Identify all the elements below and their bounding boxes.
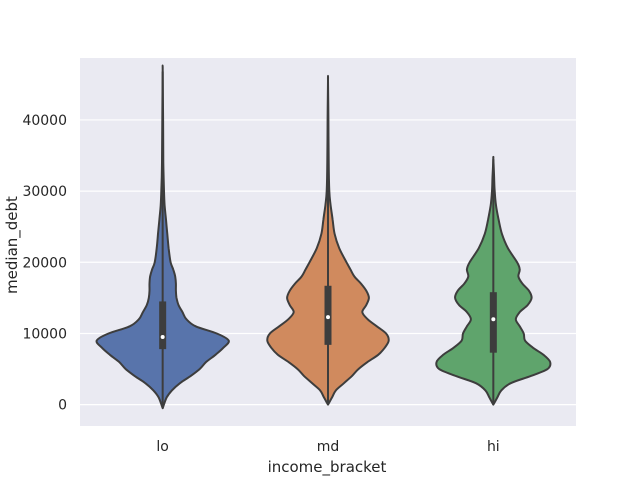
violin-median-marker	[326, 315, 330, 320]
x-axis-label: income_bracket	[268, 458, 387, 477]
violin-hi	[435, 155, 552, 406]
violin-lo	[95, 64, 230, 410]
violin-median-marker	[160, 335, 165, 340]
x-tick-label: hi	[487, 439, 500, 455]
y-tick-label: 30000	[22, 184, 67, 200]
x-tick-label: md	[317, 439, 340, 455]
violin-iqr-box	[159, 301, 167, 350]
x-axis-ticks: lo md hi	[156, 439, 499, 455]
y-tick-label: 20000	[22, 255, 67, 271]
violin-median-marker	[491, 317, 496, 322]
violin-md	[266, 74, 390, 406]
x-tick-label: lo	[156, 439, 168, 455]
y-tick-label: 40000	[22, 113, 67, 129]
y-tick-label: 10000	[22, 326, 67, 342]
y-axis-label: median_debt	[3, 196, 22, 294]
y-tick-label: 0	[58, 398, 67, 414]
violin-iqr-box	[489, 292, 497, 353]
y-axis-ticks: 0 10000 20000 30000 40000	[22, 113, 67, 414]
violins	[95, 64, 552, 410]
